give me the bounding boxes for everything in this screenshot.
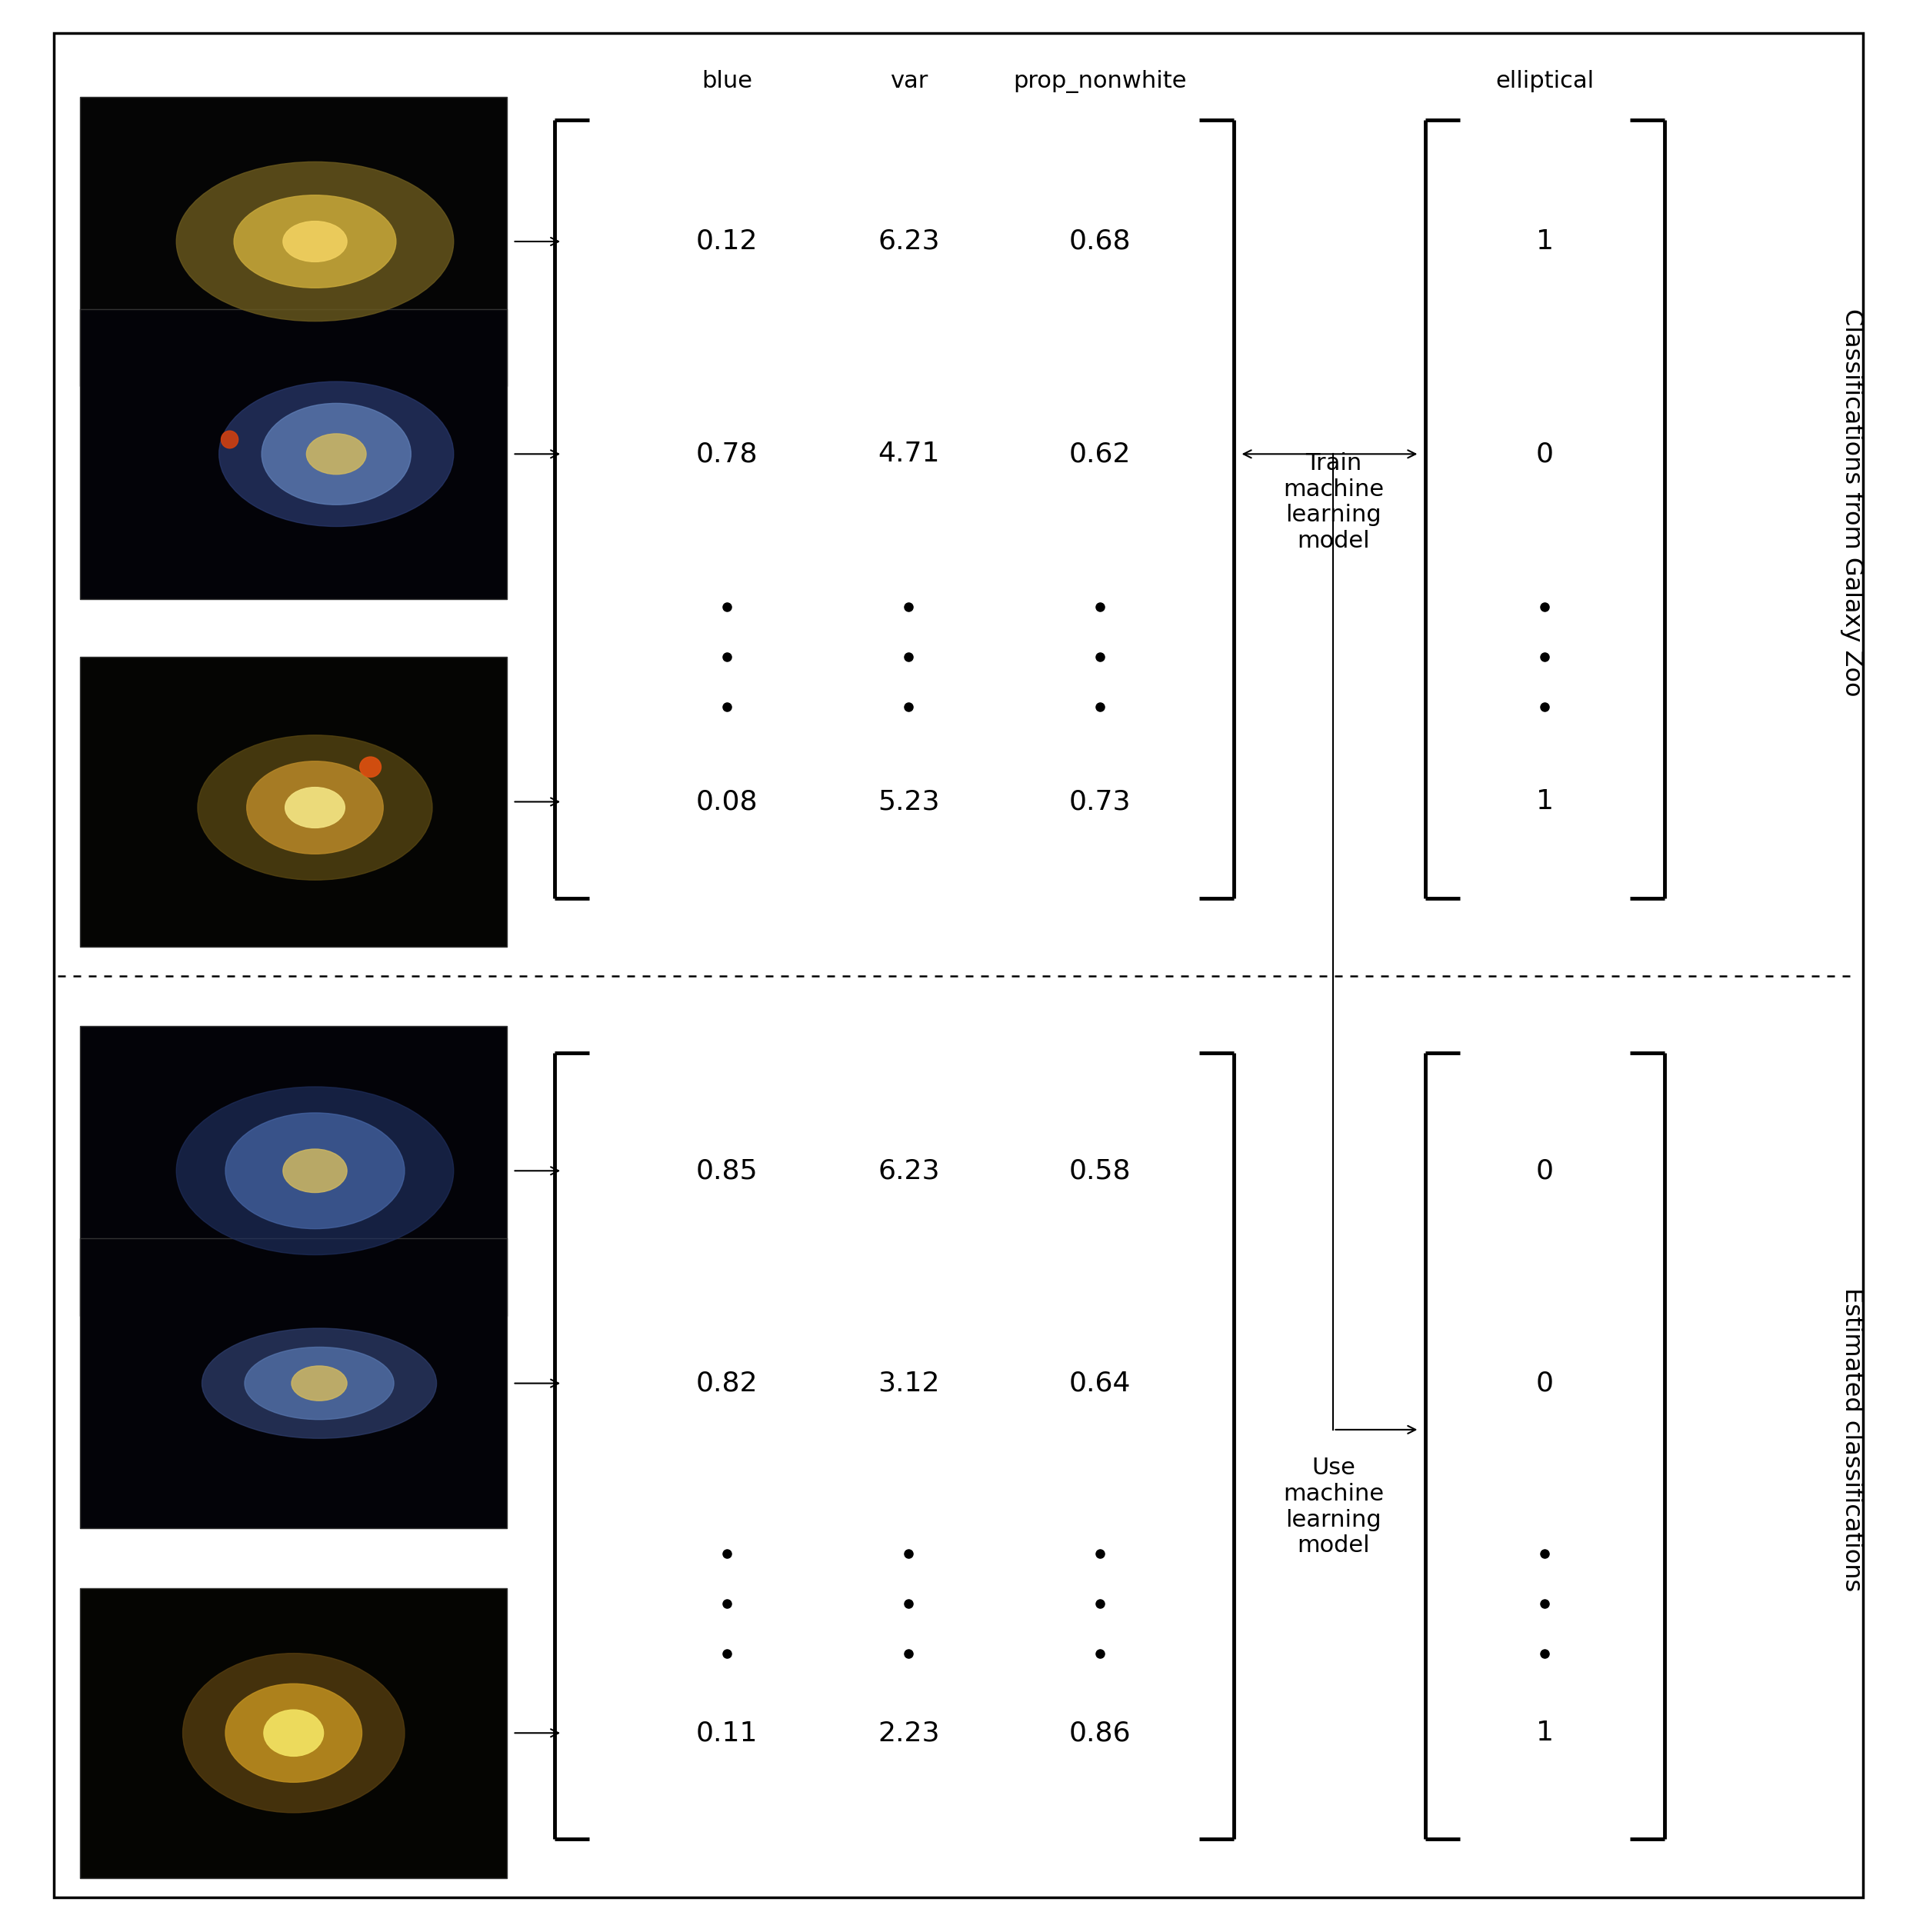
Ellipse shape [184, 1654, 404, 1812]
Ellipse shape [291, 1366, 346, 1401]
Ellipse shape [264, 1710, 323, 1756]
Ellipse shape [176, 1086, 453, 1256]
Ellipse shape [197, 734, 432, 881]
Text: 0.08: 0.08 [696, 788, 758, 815]
Ellipse shape [360, 757, 381, 777]
Text: 0.11: 0.11 [696, 1719, 758, 1747]
Text: 0.64: 0.64 [1069, 1370, 1131, 1397]
Text: Train
machine
learning
model: Train machine learning model [1284, 452, 1383, 553]
Ellipse shape [203, 1329, 436, 1437]
Bar [80, 657, 507, 947]
Bar [80, 97, 507, 386]
Text: 0.62: 0.62 [1069, 440, 1131, 468]
Text: 0: 0 [1536, 1157, 1553, 1184]
Text: Classifications from Galaxy Zoo: Classifications from Galaxy Zoo [1840, 309, 1863, 696]
Text: 0.73: 0.73 [1069, 788, 1131, 815]
Text: 2.23: 2.23 [878, 1719, 939, 1747]
Text: 3.12: 3.12 [878, 1370, 939, 1397]
Ellipse shape [226, 1113, 404, 1229]
Text: 0.85: 0.85 [696, 1157, 758, 1184]
Ellipse shape [283, 220, 346, 263]
Ellipse shape [306, 433, 365, 473]
Ellipse shape [245, 1347, 394, 1420]
Text: 0.68: 0.68 [1069, 228, 1131, 255]
Ellipse shape [283, 1150, 346, 1192]
Text: var: var [890, 70, 928, 93]
Text: prop_nonwhite: prop_nonwhite [1014, 70, 1186, 93]
Ellipse shape [226, 1683, 362, 1781]
Text: 0.82: 0.82 [696, 1370, 758, 1397]
Bar [80, 1588, 507, 1878]
Text: 6.23: 6.23 [878, 228, 939, 255]
Ellipse shape [176, 162, 453, 321]
Text: 6.23: 6.23 [878, 1157, 939, 1184]
Text: elliptical: elliptical [1496, 70, 1594, 93]
Text: 0: 0 [1536, 440, 1553, 468]
Text: Estimated classifications: Estimated classifications [1840, 1287, 1863, 1592]
Text: 1: 1 [1536, 1719, 1553, 1747]
Text: 1: 1 [1536, 228, 1553, 255]
Text: 0.12: 0.12 [696, 228, 758, 255]
Text: blue: blue [702, 70, 752, 93]
Text: 5.23: 5.23 [878, 788, 939, 815]
Ellipse shape [285, 788, 344, 827]
Text: Use
machine
learning
model: Use machine learning model [1284, 1457, 1383, 1557]
Ellipse shape [233, 195, 396, 288]
Text: 0.78: 0.78 [696, 440, 758, 468]
Text: 4.71: 4.71 [878, 440, 939, 468]
Ellipse shape [262, 404, 411, 504]
Bar [80, 309, 507, 599]
Ellipse shape [218, 381, 453, 527]
Bar [80, 1026, 507, 1316]
Ellipse shape [222, 431, 239, 448]
Ellipse shape [247, 761, 383, 854]
Text: 0.58: 0.58 [1069, 1157, 1131, 1184]
Text: 0.86: 0.86 [1069, 1719, 1131, 1747]
Text: 1: 1 [1536, 788, 1553, 815]
Bar [80, 1238, 507, 1528]
Text: 0: 0 [1536, 1370, 1553, 1397]
